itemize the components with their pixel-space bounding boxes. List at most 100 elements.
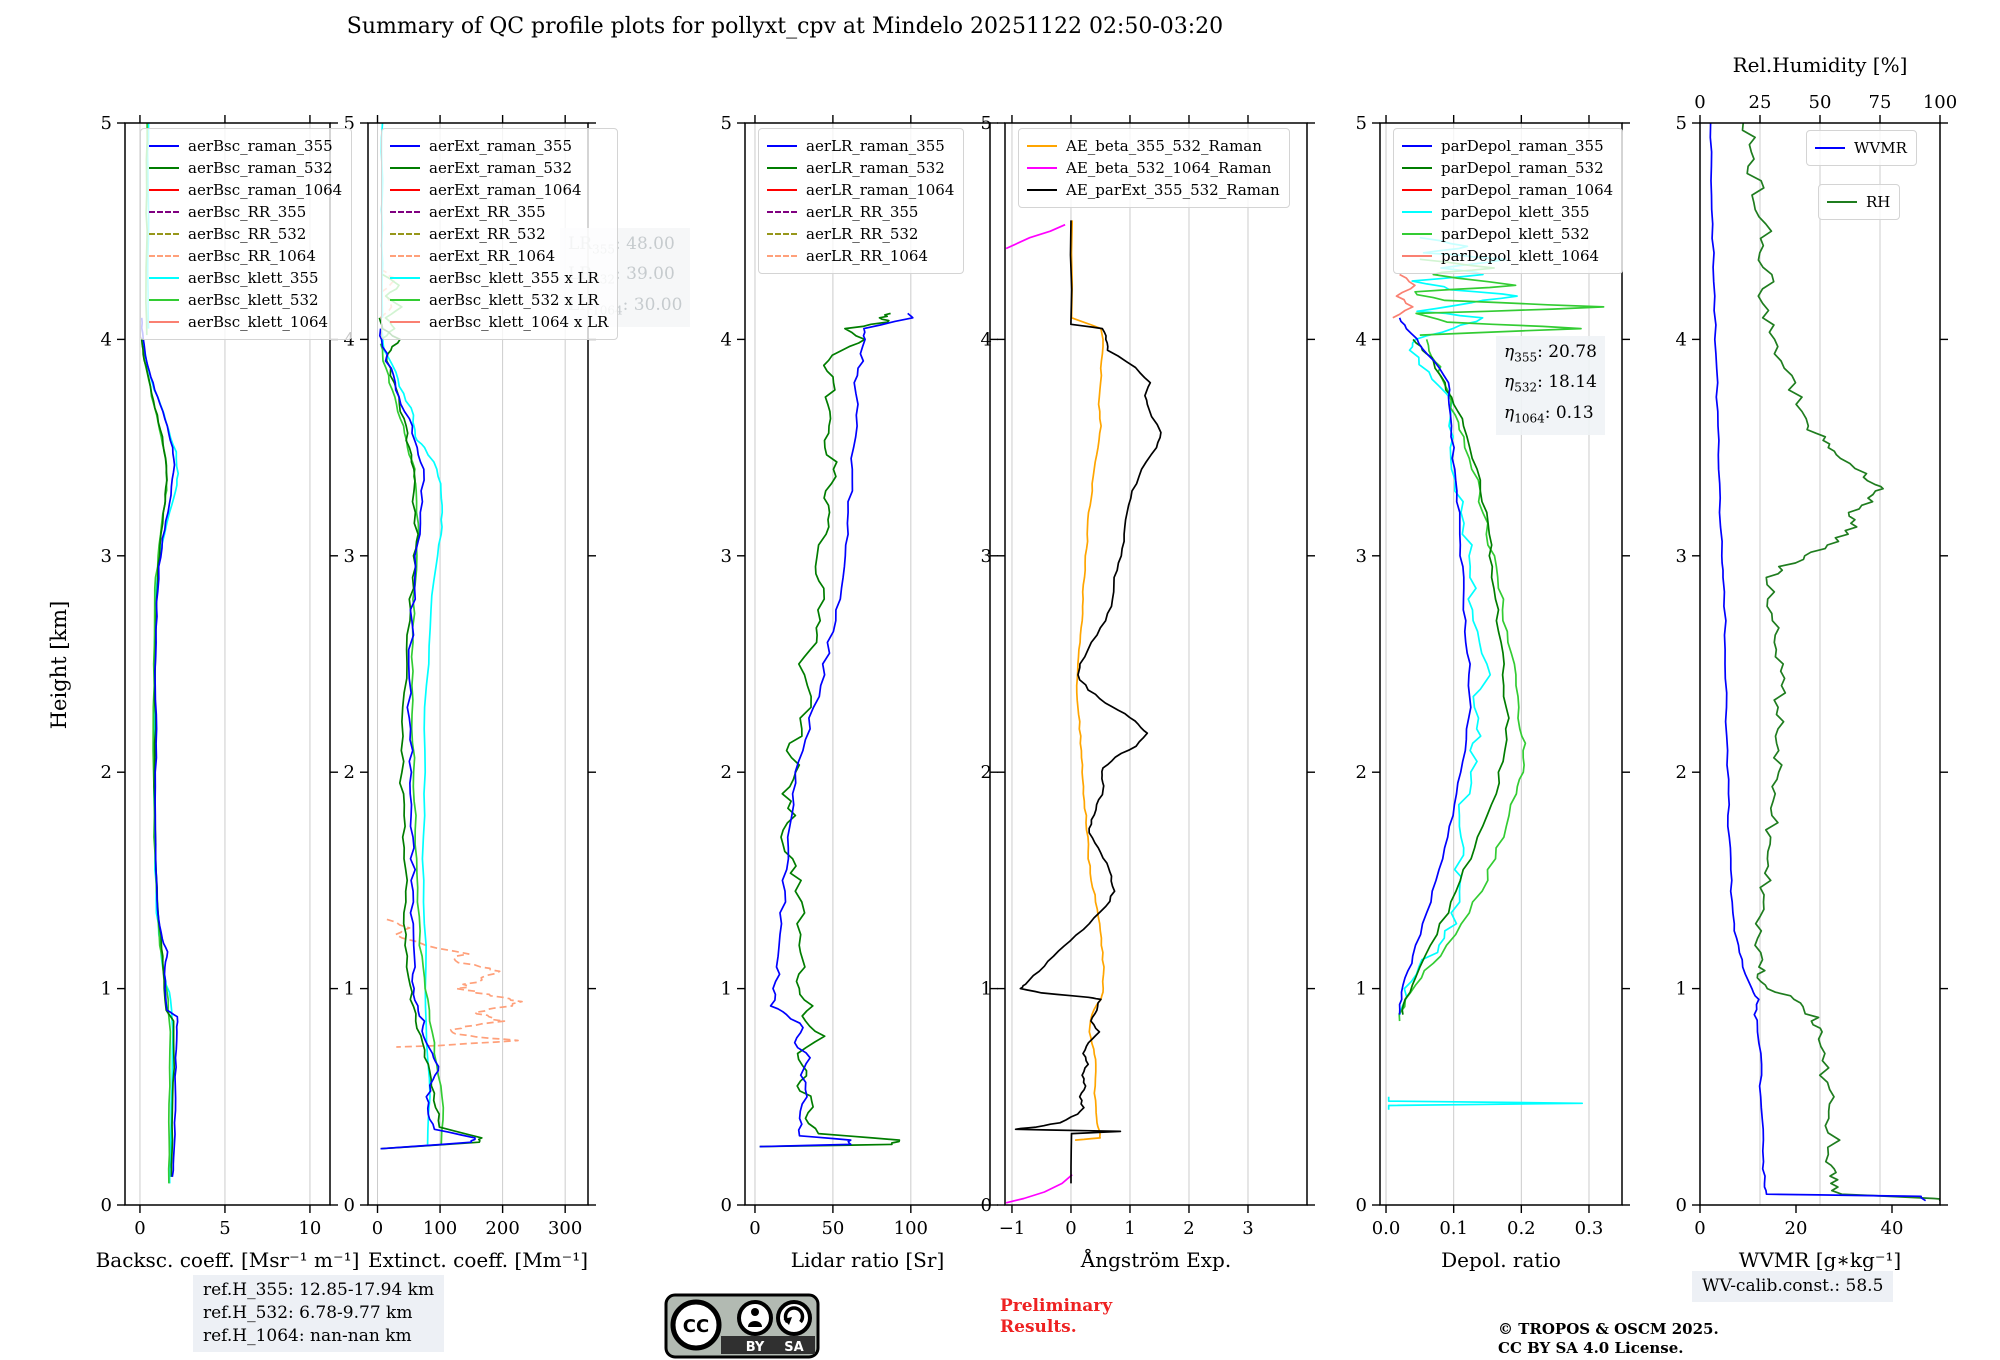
sa-text: SA [784, 1340, 803, 1355]
legend-line-swatch [1402, 233, 1432, 235]
legend-item: aerExt_raman_532 [390, 157, 608, 179]
legend-item: aerBsc_RR_532 [149, 223, 342, 245]
legend-line-swatch [1027, 167, 1057, 169]
legend-backscatter: aerBsc_raman_355 aerBsc_raman_532 aerBsc_r… [140, 128, 353, 340]
reference-height-box: ref.H_355: 12.85-17.94 km ref.H_532: 6.7… [193, 1275, 445, 1352]
ytick-extinction-3: 3 [344, 546, 355, 567]
legend-item: aerBsc_klett_1064 [149, 311, 342, 333]
legend-label: aerBsc_raman_1064 [188, 181, 343, 199]
legend-label: AE_beta_355_532_Raman [1066, 137, 1262, 155]
legend-item: aerBsc_klett_355 [149, 267, 342, 289]
legend-label: aerExt_raman_355 [429, 137, 572, 155]
xtick-backscatter-0: 0 [134, 1218, 145, 1239]
ytick-extinction-4: 4 [344, 329, 355, 350]
legend-label: aerExt_RR_1064 [429, 247, 556, 265]
legend-label: aerLR_RR_1064 [806, 247, 929, 265]
legend-line-swatch [1815, 147, 1845, 149]
legend-item: aerBsc_raman_1064 [149, 179, 342, 201]
ytick-backscatter-1: 1 [101, 979, 112, 1000]
ytick-backscatter-0: 0 [101, 1195, 112, 1216]
xtick-extinction-2: 200 [485, 1218, 519, 1239]
legend-item: parDepol_klett_355 [1402, 201, 1613, 223]
curve-parDepol_klett_1064_upper [1392, 273, 1416, 319]
legend-line-swatch [149, 277, 179, 279]
xtick-angstrom-1: 0 [1065, 1218, 1076, 1239]
legend-label: aerBsc_klett_532 x LR [429, 291, 599, 309]
curve-AE_beta_532_1064_Raman_upper [1005, 223, 1066, 250]
by-text: BY [746, 1340, 765, 1355]
legend-item: parDepol_raman_1064 [1402, 179, 1613, 201]
ytick-backscatter-2: 2 [101, 762, 112, 783]
legend-item: aerBsc_klett_355 x LR [390, 267, 608, 289]
legend-item: parDepol_raman_355 [1402, 135, 1613, 157]
ytick-lidar_ratio-5: 5 [721, 113, 732, 134]
xtick-extinction-0: 0 [372, 1218, 383, 1239]
xlabel-wvmr_rh: WVMR [g∗kg⁻¹] [1739, 1248, 1901, 1272]
legend-line-swatch [149, 145, 179, 147]
eta-1064-line: η1064: 0.13 [1504, 402, 1594, 426]
legend-item: aerLR_RR_532 [767, 223, 954, 245]
legend-line-swatch [390, 211, 420, 213]
legend-line-swatch [767, 255, 797, 257]
ytick-depolarization-0: 0 [1356, 1195, 1367, 1216]
legend-extinction: aerExt_raman_355 aerExt_raman_532 aerExt_r… [381, 128, 619, 340]
legend-item: aerExt_raman_355 [390, 135, 608, 157]
legend-item: RH [1827, 191, 1890, 213]
legend-line-swatch [1402, 145, 1432, 147]
legend-label: aerLR_raman_532 [806, 159, 945, 177]
curve-aerLR_raman_532 [759, 312, 901, 1148]
ytick-wvmr_rh-5: 5 [1676, 113, 1687, 134]
legend-item: parDepol_klett_1064 [1402, 245, 1613, 267]
ref-h-355: ref.H_355: 12.85-17.94 km [203, 1280, 435, 1300]
ytick-depolarization-3: 3 [1356, 546, 1367, 567]
series-backscatter [140, 123, 180, 1184]
xtick-lidar_ratio-2: 100 [894, 1218, 928, 1239]
legend-line-swatch [767, 233, 797, 235]
xtick-backscatter-1: 5 [219, 1218, 230, 1239]
legend-item: parDepol_raman_532 [1402, 157, 1613, 179]
ytick-backscatter-5: 5 [101, 113, 112, 134]
ytick-angstrom-2: 2 [981, 762, 992, 783]
legend-label: aerBsc_klett_355 [188, 269, 319, 287]
legend-item: aerBsc_RR_355 [149, 201, 342, 223]
legend-label: RH [1866, 193, 1891, 211]
ytick-lidar_ratio-0: 0 [721, 1195, 732, 1216]
legend-line-swatch [1027, 189, 1057, 191]
legend-item: parDepol_klett_532 [1402, 223, 1613, 245]
legend-item: aerLR_raman_532 [767, 157, 954, 179]
wv-calib-box: WV-calib.const.: 58.5 [1692, 1271, 1894, 1302]
legend-line-swatch [390, 145, 420, 147]
xtick-top-wvmr_rh-2: 50 [1809, 92, 1832, 113]
legend-label: aerLR_raman_1064 [806, 181, 955, 199]
legend-line-swatch [390, 167, 420, 169]
xlabel-angstrom: Ångström Exp. [1080, 1247, 1231, 1272]
curve-WVMR [1709, 123, 1927, 1202]
legend-line-swatch [149, 189, 179, 191]
legend-line-swatch [1027, 145, 1057, 147]
ytick-wvmr_rh-2: 2 [1676, 762, 1687, 783]
ytick-angstrom-0: 0 [981, 1195, 992, 1216]
xtick-wvmr_rh-1: 20 [1785, 1218, 1808, 1239]
legend-line-swatch [767, 211, 797, 213]
legend-item: AE_beta_355_532_Raman [1027, 135, 1280, 157]
legend-line-swatch [149, 321, 179, 323]
legend-wvmr_rh-WVMR: WVMR [1806, 130, 1917, 166]
xtick-angstrom-0: −1 [999, 1218, 1026, 1239]
legend-line-swatch [149, 255, 179, 257]
cc-by-sa-badge: CC BY SA [664, 1293, 820, 1359]
curve-aerExt_raman_355 [378, 328, 476, 1150]
legend-item: aerExt_RR_532 [390, 223, 608, 245]
ytick-lidar_ratio-2: 2 [721, 762, 732, 783]
curve-aerLR_raman_355 [759, 312, 914, 1148]
cc-circle-icon [670, 1299, 722, 1351]
legend-item: aerBsc_raman_532 [149, 157, 342, 179]
xtick-extinction-1: 100 [423, 1218, 457, 1239]
eta-calibration-box: η355: 20.78 η532: 18.14 η1064: 0.13 [1496, 336, 1605, 436]
ytick-angstrom-4: 4 [981, 329, 992, 350]
legend-line-swatch [149, 299, 179, 301]
ytick-wvmr_rh-3: 3 [1676, 546, 1687, 567]
legend-item: WVMR [1815, 137, 1907, 159]
legend-item: AE_parExt_355_532_Raman [1027, 179, 1280, 201]
curve-AE_parExt_355_532_Raman [1014, 220, 1162, 1184]
